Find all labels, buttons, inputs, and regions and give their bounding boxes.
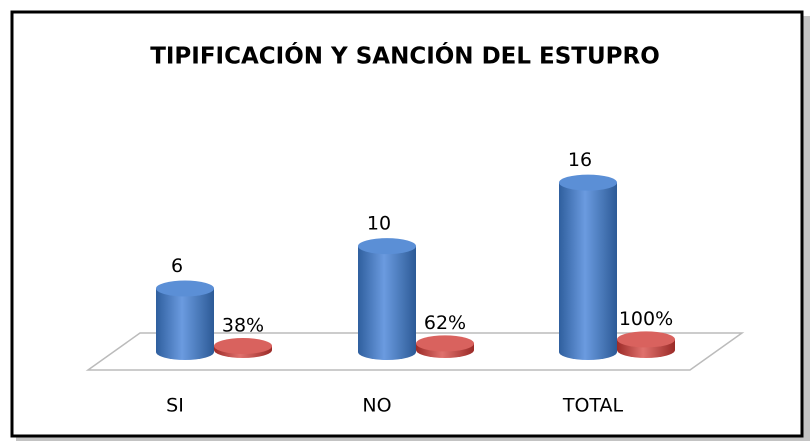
data-label: 16 [568, 149, 592, 171]
cylinder-top [416, 335, 474, 352]
cylinder-top [617, 331, 675, 348]
cylinder-top [559, 174, 617, 191]
cylinder-top [358, 238, 416, 255]
data-label: 62% [424, 312, 466, 334]
data-label: 10 [367, 213, 391, 235]
cylinder [358, 246, 416, 360]
x-tick-label: NO [362, 395, 391, 417]
cylinder [559, 182, 617, 360]
data-label: 100% [619, 308, 673, 330]
data-label: 38% [222, 314, 264, 336]
x-tick-label: SI [166, 395, 184, 417]
cylinder [156, 288, 214, 360]
chart-title: TIPIFICACIÓN Y SANCIÓN DEL ESTUPRO [150, 42, 660, 70]
cylinder-top [156, 280, 214, 297]
data-label: 6 [171, 255, 183, 277]
cylinder-top [214, 337, 272, 354]
frame [10, 10, 804, 438]
x-tick-label: TOTAL [562, 395, 624, 417]
